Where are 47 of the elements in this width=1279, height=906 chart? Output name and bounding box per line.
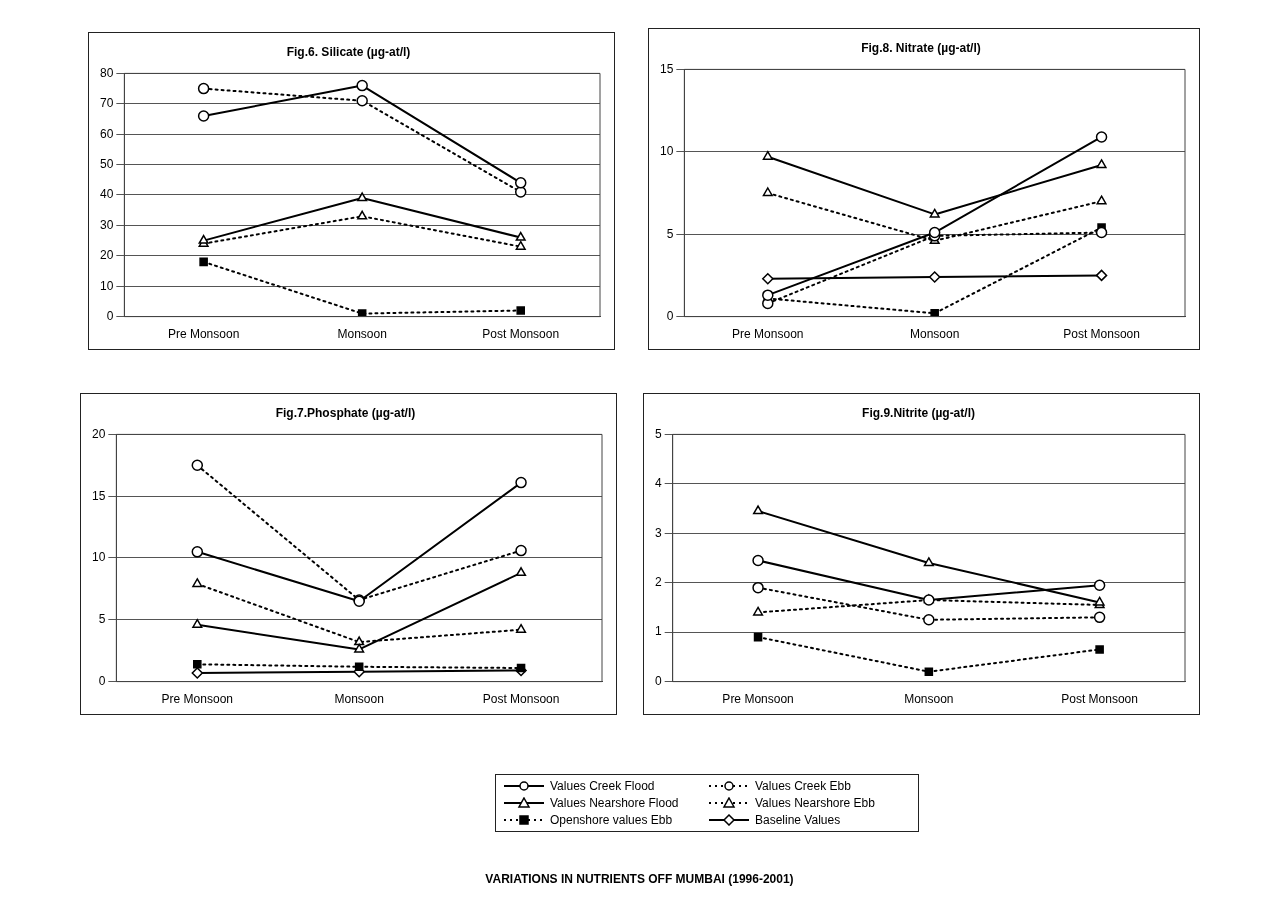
chart-title: Fig.7.Phosphate (µg-at/l) bbox=[275, 405, 416, 420]
y-tick-label: 60 bbox=[99, 126, 114, 141]
y-tick-label: 70 bbox=[99, 96, 114, 111]
x-tick-label: Monsoon bbox=[337, 327, 387, 342]
x-tick-label: Post Monsoon bbox=[482, 327, 560, 342]
y-tick-label: 20 bbox=[99, 248, 114, 263]
y-tick-label: 3 bbox=[654, 525, 662, 540]
y-tick-label: 40 bbox=[99, 187, 114, 202]
y-tick-label: 1 bbox=[654, 624, 662, 639]
y-tick-label: 5 bbox=[98, 612, 106, 627]
y-tick-label: 30 bbox=[99, 217, 114, 232]
x-tick-label: Monsoon bbox=[334, 692, 384, 707]
x-tick-label: Monsoon bbox=[904, 692, 954, 707]
y-tick-label: 15 bbox=[91, 488, 106, 503]
y-tick-label: 50 bbox=[99, 156, 114, 171]
x-tick-label: Pre Monsoon bbox=[722, 692, 794, 707]
y-tick-label: 0 bbox=[654, 673, 662, 688]
y-tick-label: 10 bbox=[99, 278, 114, 293]
legend-label: Values Nearshore Ebb bbox=[755, 796, 875, 810]
y-tick-label: 5 bbox=[666, 226, 674, 241]
y-tick-label: 0 bbox=[106, 308, 114, 323]
x-tick-label: Post Monsoon bbox=[1063, 327, 1140, 342]
legend-label: Baseline Values bbox=[755, 813, 841, 827]
y-tick-label: 0 bbox=[98, 673, 106, 688]
legend-label: Openshore values Ebb bbox=[550, 813, 673, 827]
legend-label: Values Creek Flood bbox=[550, 779, 655, 793]
text: VARIATIONS IN NUTRIENTS OFF MUMBAI (1996-2001) bbox=[484, 872, 795, 886]
y-tick-label: 4 bbox=[654, 476, 662, 491]
chart-title: Fig.6. Silicate (µg-at/l) bbox=[286, 44, 411, 59]
y-tick-label: 10 bbox=[91, 550, 106, 565]
y-tick-label: 5 bbox=[654, 426, 662, 441]
y-tick-label: 2 bbox=[654, 575, 662, 590]
x-tick-label: Monsoon bbox=[909, 327, 960, 342]
y-tick-label: 10 bbox=[659, 144, 674, 159]
chart-title: Fig.9.Nitrite (µg-at/l) bbox=[862, 405, 975, 420]
y-tick-label: 20 bbox=[91, 426, 106, 441]
x-tick-label: Pre Monsoon bbox=[732, 327, 804, 342]
x-tick-label: Pre Monsoon bbox=[167, 327, 240, 342]
y-tick-label: 80 bbox=[99, 65, 114, 80]
y-tick-label: 0 bbox=[666, 308, 674, 323]
y-tick-label: 15 bbox=[659, 61, 674, 76]
x-tick-label: Post Monsoon bbox=[1061, 692, 1138, 707]
x-tick-label: Post Monsoon bbox=[482, 692, 560, 707]
chart-title: Fig.8. Nitrate (µg-at/l) bbox=[861, 40, 981, 55]
legend-label: Values Nearshore Flood bbox=[550, 796, 679, 810]
legend-label: Values Creek Ebb bbox=[755, 779, 851, 793]
x-tick-label: Pre Monsoon bbox=[161, 692, 233, 707]
